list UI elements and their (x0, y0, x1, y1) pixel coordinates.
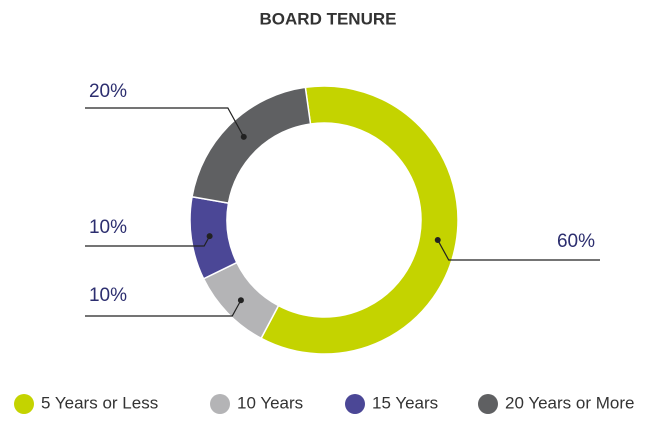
legend-swatch (345, 394, 365, 414)
value-label: 10% (89, 285, 127, 306)
legend-swatch (14, 394, 34, 414)
legend-label: 10 Years (237, 393, 303, 412)
value-label: 60% (557, 231, 595, 252)
legend-label: 20 Years or More (505, 393, 634, 412)
value-label: 20% (89, 81, 127, 102)
slice (260, 85, 459, 355)
value-label: 10% (89, 217, 127, 238)
leader-line (85, 107, 245, 138)
legend-swatch (478, 394, 498, 414)
legend-label: 5 Years or Less (41, 393, 158, 412)
leader-line (85, 299, 242, 317)
leader-line (85, 235, 211, 247)
legend-label: 15 Years (372, 393, 438, 412)
slice (189, 195, 238, 280)
leader-line (437, 239, 600, 261)
leader-dot (237, 297, 244, 304)
legend-swatch (210, 394, 230, 414)
leader-dot (434, 237, 441, 244)
leader-dot (240, 133, 247, 140)
chart-title: BOARD TENURE (260, 9, 397, 28)
slice (191, 86, 312, 205)
leader-dot (206, 233, 213, 240)
